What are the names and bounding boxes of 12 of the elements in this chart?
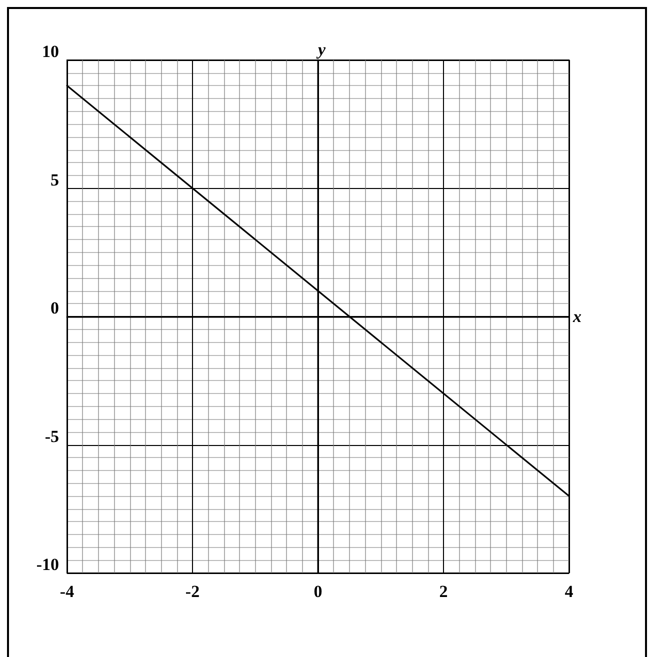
y-tick-label: -5 <box>44 426 59 446</box>
y-tick-label: 0 <box>50 298 59 318</box>
y-tick-label: 5 <box>50 170 59 190</box>
x-tick-label: 4 <box>564 582 574 601</box>
x-tick-label: -2 <box>185 582 200 601</box>
x-axis-title: x <box>572 307 582 326</box>
x-tick-label: 2 <box>439 582 448 601</box>
x-tick-label: 0 <box>314 582 322 601</box>
y-tick-label: -10 <box>36 555 59 574</box>
y-axis-title: y <box>316 40 326 59</box>
x-tick-label: -4 <box>60 582 75 601</box>
y-tick-label: 10 <box>42 42 59 61</box>
